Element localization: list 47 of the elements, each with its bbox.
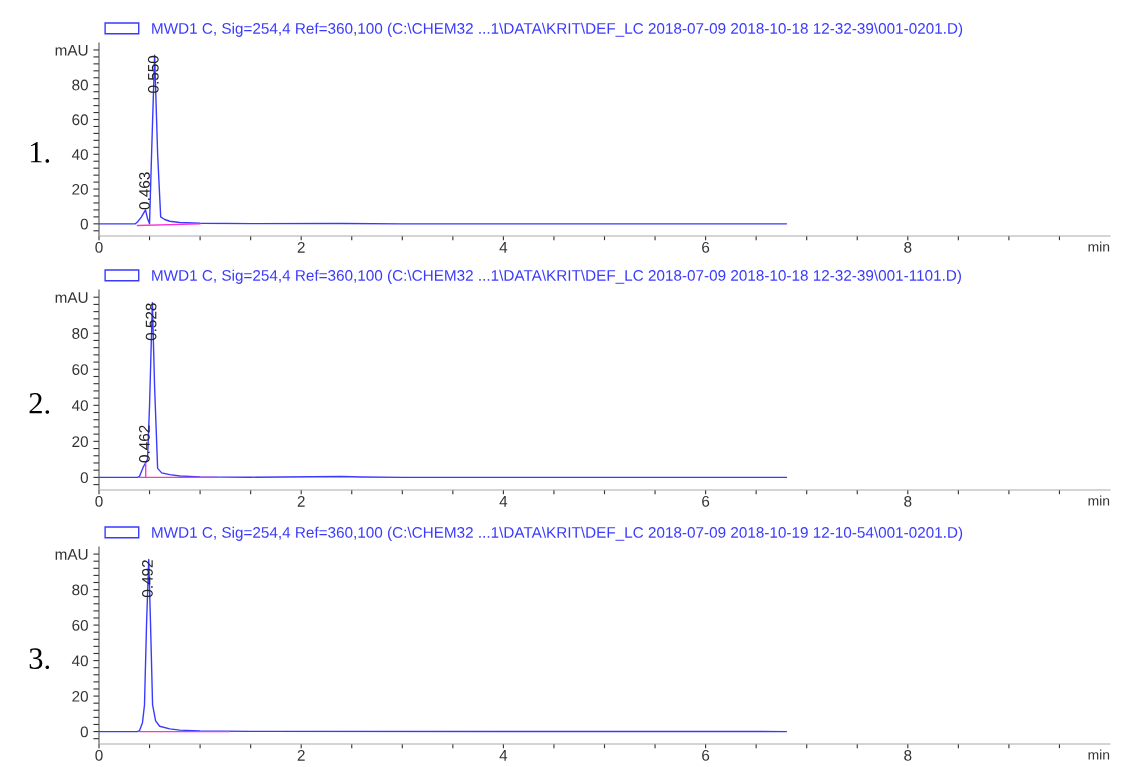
annotation: 0.463 — [139, 172, 150, 210]
x-tick-label: 0 — [95, 241, 103, 253]
y-tick-label: 40 — [71, 400, 88, 411]
x-tick-label: 2 — [297, 495, 305, 507]
x-axis-title: min — [1088, 749, 1110, 760]
annotation: 0.528 — [145, 303, 157, 341]
x-tick-label: 2 — [297, 241, 305, 253]
y-tick-label: 80 — [72, 328, 88, 339]
x-tick-label: 4 — [499, 242, 508, 253]
x-tick-label: 6 — [702, 495, 710, 507]
text: 1. — [30, 142, 50, 163]
text: 2. — [29, 393, 50, 414]
x-tick-label: 2 — [297, 749, 305, 761]
annotation: 0.492 — [142, 560, 153, 598]
legend-label: MWD1 C, Sig=254,4 Ref=360,100 (C:\CHEM32 ...1\DATA\KRIT\DEF_LC 2018-07-09 2018-10-19 12-10-54\001-0201.D) — [152, 526, 963, 541]
y-tick-label: 20 — [72, 183, 88, 195]
x-tick-label: 8 — [904, 749, 912, 761]
y-tick-label: 0 — [80, 726, 88, 738]
annotation: 0.550 — [147, 55, 159, 93]
y-tick-label: 40 — [71, 655, 88, 667]
x-tick-label: 8 — [904, 241, 912, 253]
x-tick-label: 4 — [499, 496, 508, 507]
text: 3. — [29, 648, 50, 670]
x-tick-label: 0 — [95, 495, 103, 507]
x-tick-label: 6 — [702, 749, 710, 761]
legend-label: MWD1 C, Sig=254,4 Ref=360,100 (C:\CHEM32 ...1\DATA\KRIT\DEF_LC 2018-07-09 2018-10-18 12-32-39\001-0201.D) — [152, 22, 963, 37]
legend-label: MWD1 C, Sig=254,4 Ref=360,100 (C:\CHEM32 ...1\DATA\KRIT\DEF_LC 2018-07-09 2018-10-18 12-32-39\001-1101.D) — [152, 269, 961, 284]
x-tick-label: 8 — [904, 495, 912, 507]
y-tick-label: 80 — [72, 584, 88, 596]
y-tick-label: 80 — [72, 79, 88, 91]
annotation: 0.462 — [138, 425, 150, 463]
y-tick-label: 40 — [71, 149, 88, 160]
x-tick-label: 6 — [702, 241, 710, 253]
x-tick-label: 4 — [499, 750, 508, 761]
y-tick-label: 60 — [72, 364, 88, 375]
y-tick-label: 20 — [72, 436, 88, 448]
y-tick-label: 0 — [80, 472, 88, 484]
x-axis-title: min — [1088, 241, 1110, 252]
x-axis-title: min — [1088, 495, 1110, 506]
x-tick-label: 0 — [95, 749, 103, 761]
y-tick-label: 60 — [72, 114, 88, 126]
y-tick-label: mAU — [55, 549, 88, 560]
y-tick-label: 60 — [72, 619, 88, 631]
y-tick-label: mAU — [55, 44, 88, 56]
y-tick-label: 20 — [72, 690, 88, 702]
y-tick-label: 0 — [80, 218, 88, 230]
y-tick-label: mAU — [55, 292, 88, 303]
